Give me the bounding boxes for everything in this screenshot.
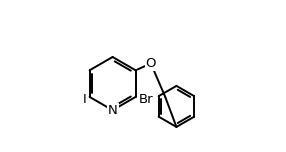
Text: I: I — [82, 93, 86, 106]
Text: N: N — [108, 104, 118, 117]
Text: O: O — [146, 57, 156, 70]
Text: Br: Br — [139, 93, 154, 106]
